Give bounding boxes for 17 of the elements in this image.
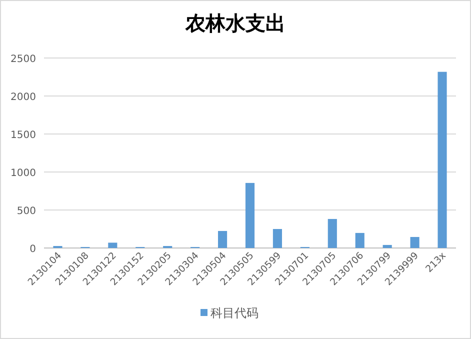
bar [245, 182, 255, 248]
bar [328, 218, 337, 248]
bar [438, 72, 447, 248]
bar [355, 232, 364, 248]
bar [108, 242, 118, 248]
legend-label: 科目代码 [210, 306, 258, 320]
bar [410, 236, 420, 248]
y-tick-label: 2000 [10, 92, 36, 103]
bar [218, 230, 228, 248]
y-tick-label: 500 [16, 206, 36, 217]
y-tick-label: 2500 [10, 54, 36, 65]
y-tick-label: 1500 [10, 130, 36, 141]
y-tick-label: 0 [30, 244, 36, 255]
y-tick-label: 1000 [10, 168, 36, 179]
bar [272, 229, 282, 248]
bar [382, 244, 392, 248]
chart-title: 农林水支出 [184, 11, 286, 35]
